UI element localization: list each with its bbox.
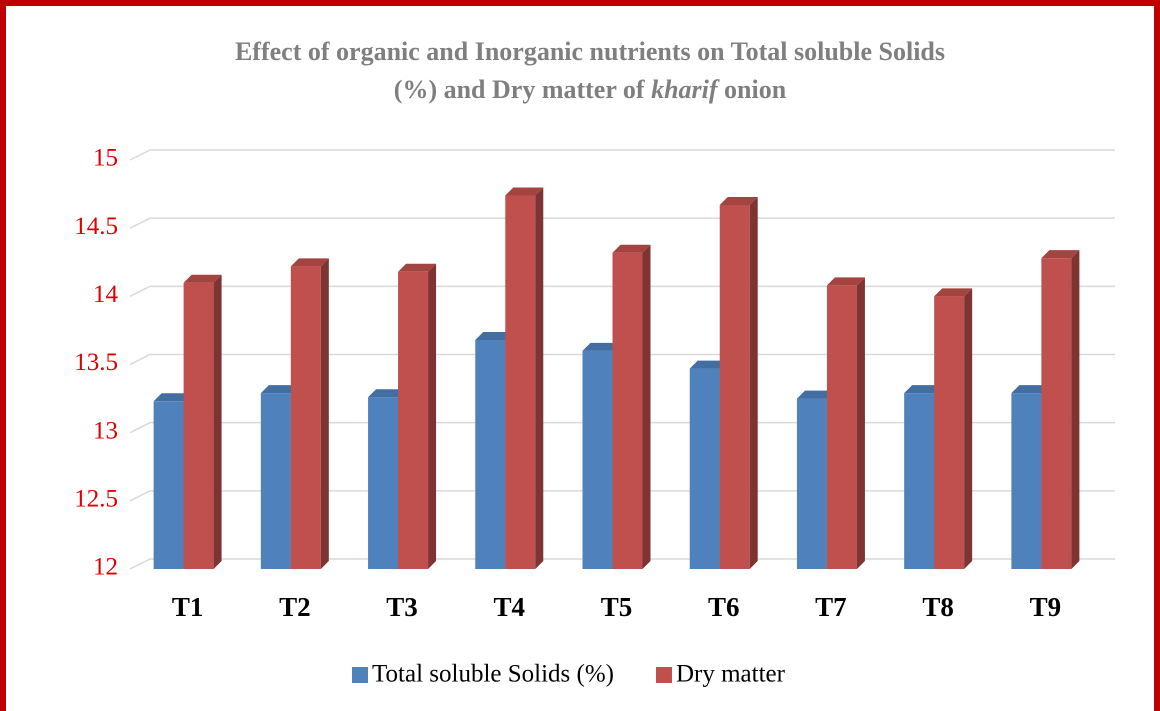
bar-top	[398, 263, 437, 272]
bar-side	[856, 277, 865, 569]
x-tick-label: T3	[386, 592, 418, 622]
bar	[398, 271, 429, 569]
grid-line	[129, 353, 1115, 366]
bar	[290, 266, 321, 569]
y-tick-label: 12.5	[74, 486, 118, 513]
bar	[719, 204, 750, 570]
bar	[934, 296, 965, 569]
bar	[904, 393, 935, 569]
x-tick-label: T2	[279, 592, 311, 622]
bar-top	[796, 390, 835, 399]
bar-top	[582, 342, 621, 351]
bar-top	[1011, 385, 1050, 394]
bar-top	[260, 385, 299, 394]
bar	[826, 285, 857, 569]
bar-top	[719, 196, 758, 205]
bar	[368, 397, 399, 569]
bar	[475, 339, 506, 569]
bar-side	[535, 187, 544, 570]
x-tick-label: T6	[708, 592, 740, 622]
bar-side	[642, 244, 651, 569]
chart-title: Effect of organic and Inorganic nutrient…	[235, 37, 945, 66]
bar-top	[290, 258, 329, 267]
bar-top	[612, 244, 651, 253]
y-tick-label: 13	[93, 417, 118, 444]
x-tick-label: T1	[172, 592, 204, 622]
x-tick-label: T4	[494, 592, 526, 622]
bar	[505, 195, 536, 570]
chart-title: (%) and Dry matter of kharif onion	[394, 75, 787, 104]
bar-top	[153, 393, 192, 402]
bar-side	[964, 288, 973, 569]
y-tick-label: 12	[93, 554, 118, 581]
bar	[153, 401, 184, 569]
bar-side	[428, 263, 437, 569]
bar-top	[904, 385, 943, 394]
grid-line	[129, 558, 1115, 570]
grid-line	[129, 217, 1115, 229]
bar-side	[749, 196, 758, 570]
bar	[582, 350, 613, 569]
x-tick-label: T5	[601, 592, 633, 622]
legend-label: Dry matter	[676, 661, 786, 688]
legend-label: Total soluble Solids (%)	[372, 661, 614, 688]
bar-top	[689, 360, 728, 369]
grid-line	[129, 421, 1115, 434]
bar-top	[934, 288, 973, 297]
bar-top	[505, 187, 544, 196]
bar	[796, 398, 827, 569]
y-tick-label: 14.5	[74, 213, 118, 240]
bar-side	[213, 274, 222, 569]
y-tick-label: 14	[93, 281, 119, 308]
x-tick-label: T9	[1030, 592, 1062, 622]
bar	[689, 368, 720, 569]
bar	[612, 252, 643, 569]
bar-top	[826, 277, 865, 286]
x-tick-label: T7	[815, 592, 847, 622]
grid-line	[129, 490, 1115, 502]
bar-side	[320, 258, 329, 569]
y-tick-label: 13.5	[74, 349, 118, 376]
bar-top	[368, 389, 407, 398]
y-tick-label: 15	[93, 145, 118, 172]
legend-swatch	[352, 667, 368, 683]
bar	[1011, 393, 1042, 569]
bar	[1041, 258, 1072, 569]
bar-top	[475, 331, 514, 340]
bar-side	[1071, 250, 1080, 569]
bar-top	[183, 274, 222, 283]
legend-swatch	[655, 667, 672, 683]
x-tick-label: T8	[922, 592, 954, 622]
bar	[183, 282, 214, 569]
bar-top	[1041, 250, 1080, 259]
grid-line	[129, 285, 1115, 298]
grid-line	[129, 149, 1115, 161]
bar	[260, 393, 291, 569]
